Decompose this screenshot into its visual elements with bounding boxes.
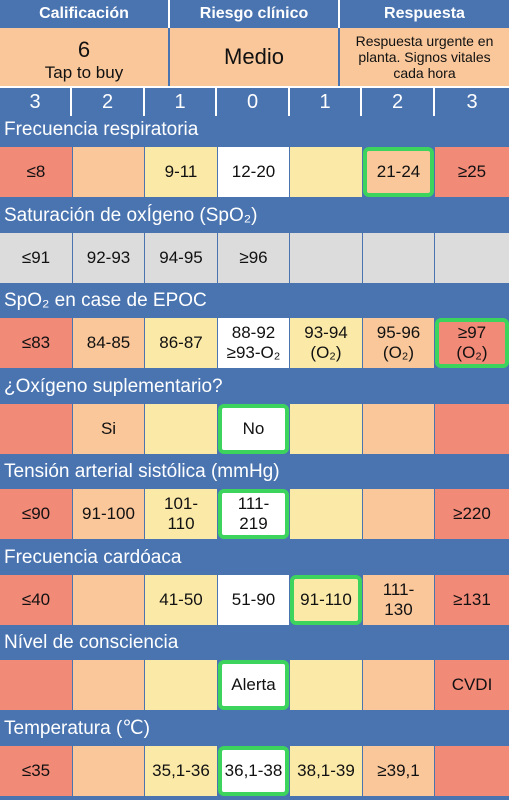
option-cell[interactable]: ≥25	[435, 147, 509, 197]
option-cell[interactable]: ≤90	[0, 489, 72, 539]
score-value: 6	[77, 37, 91, 62]
response-header: Respuesta	[340, 0, 509, 28]
score-col: 3	[0, 88, 72, 116]
risk-header: Riesgo clínico	[170, 0, 340, 28]
option-cell[interactable]: Si	[73, 404, 144, 454]
option-cell[interactable]	[363, 489, 434, 539]
option-cell[interactable]	[363, 233, 434, 283]
section-options-row: Alerta CVDI	[0, 660, 509, 714]
section-options-row: Si No	[0, 404, 509, 458]
option-cell[interactable]	[290, 233, 362, 283]
option-cell[interactable]	[435, 404, 509, 454]
option-cell[interactable]	[73, 147, 144, 197]
score-col: 2	[72, 88, 145, 116]
option-cell[interactable]	[290, 404, 362, 454]
section-options-row: ≤90 91-100 101- 110 111- 219 ≥220	[0, 489, 509, 543]
score-columns-row: 3 2 1 0 1 2 3	[0, 86, 509, 116]
option-cell[interactable]	[290, 489, 362, 539]
option-cell[interactable]: ≥39,1	[363, 746, 434, 796]
option-cell[interactable]: CVDI	[435, 660, 509, 710]
option-cell-selected[interactable]: 21-24	[363, 147, 434, 197]
option-cell-selected[interactable]: 91-110	[290, 575, 362, 625]
header-values-row: 6 Tap to buy Medio Respuesta urgente en …	[0, 28, 509, 86]
section-title: Frecuencia respiratoria	[4, 119, 199, 140]
option-cell[interactable]: ≥131	[435, 575, 509, 625]
option-cell[interactable]: 38,1-39	[290, 746, 362, 796]
option-cell[interactable]	[145, 660, 217, 710]
option-cell[interactable]: 101- 110	[145, 489, 217, 539]
score-col: 1	[290, 88, 362, 116]
option-cell-selected[interactable]: 36,1-38	[218, 746, 289, 796]
section-title: Tensión arterial sistólica (mmHg)	[4, 461, 280, 482]
option-cell[interactable]: 51-90	[218, 575, 289, 625]
section-title: Nível de consciencia	[4, 632, 179, 653]
option-cell[interactable]: ≤35	[0, 746, 72, 796]
option-cell[interactable]: 88-92 ≥93-O₂	[218, 318, 289, 368]
option-cell[interactable]: 86-87	[145, 318, 217, 368]
tap-to-buy-link[interactable]: Tap to buy	[44, 63, 124, 82]
option-cell[interactable]	[145, 404, 217, 454]
option-cell[interactable]	[73, 660, 144, 710]
section-title: ¿Oxígeno suplementario?	[4, 376, 223, 397]
score-col: 3	[466, 90, 478, 113]
option-cell[interactable]: ≥220	[435, 489, 509, 539]
score-cell[interactable]: 6 Tap to buy	[0, 28, 170, 86]
option-cell[interactable]: 94-95	[145, 233, 217, 283]
option-cell[interactable]: 93-94 (O₂)	[290, 318, 362, 368]
option-cell[interactable]	[290, 147, 362, 197]
section-title: Frecuencia cardóaca	[4, 547, 182, 568]
option-cell[interactable]: 41-50	[145, 575, 217, 625]
option-cell[interactable]	[435, 233, 509, 283]
option-cell[interactable]	[363, 404, 434, 454]
option-cell[interactable]: 91-100	[73, 489, 144, 539]
option-cell[interactable]	[363, 660, 434, 710]
option-cell[interactable]: ≤83	[0, 318, 72, 368]
option-cell[interactable]: 92-93	[73, 233, 144, 283]
option-cell[interactable]	[0, 660, 72, 710]
option-cell[interactable]	[73, 575, 144, 625]
option-cell[interactable]: 9-11	[145, 147, 217, 197]
option-cell-selected[interactable]: ≥97 (O₂)	[435, 318, 509, 368]
response-value: Respuesta urgente en planta. Signos vita…	[340, 28, 509, 86]
section-options-row: ≤40 41-50 51-90 91-110 111- 130 ≥131	[0, 575, 509, 629]
section-options-row: ≤8 9-11 12-20 21-24 ≥25	[0, 147, 509, 201]
option-cell-selected[interactable]: Alerta	[218, 660, 289, 710]
option-cell[interactable]	[0, 404, 72, 454]
option-cell[interactable]: ≤91	[0, 233, 72, 283]
option-cell-selected[interactable]: No	[218, 404, 289, 454]
option-cell-selected[interactable]: 111- 219	[218, 489, 289, 539]
option-cell[interactable]: 84-85	[73, 318, 144, 368]
section-title: Saturación de oxÍgeno (SpO₂)	[4, 205, 258, 226]
option-cell[interactable]: 111- 130	[363, 575, 434, 625]
option-cell[interactable]: 12-20	[218, 147, 289, 197]
header-labels-row: Calificación Riesgo clínico Respuesta	[0, 0, 509, 28]
risk-value: Medio	[170, 28, 340, 86]
section-options-row: ≤83 84-85 86-87 88-92 ≥93-O₂ 93-94 (O₂) 95-96…	[0, 318, 509, 372]
option-cell[interactable]: ≤8	[0, 147, 72, 197]
option-cell[interactable]	[290, 660, 362, 710]
option-cell[interactable]: ≥96	[218, 233, 289, 283]
section-options-row: ≤35 35,1-36 36,1-38 38,1-39 ≥39,1	[0, 746, 509, 800]
option-cell[interactable]: 95-96 (O₂)	[363, 318, 434, 368]
section-title: Temperatura (℃)	[4, 718, 150, 739]
score-col: 0	[217, 88, 290, 116]
option-cell[interactable]: 35,1-36	[145, 746, 217, 796]
option-cell[interactable]	[435, 746, 509, 796]
score-col: 2	[362, 88, 435, 116]
score-col: 1	[145, 88, 217, 116]
option-cell[interactable]: ≤40	[0, 575, 72, 625]
option-cell[interactable]	[73, 746, 144, 796]
section-title: SpO₂ en case de EPOC	[4, 290, 207, 311]
section-options-row: ≤91 92-93 94-95 ≥96	[0, 233, 509, 287]
score-header: Calificación	[0, 0, 170, 28]
